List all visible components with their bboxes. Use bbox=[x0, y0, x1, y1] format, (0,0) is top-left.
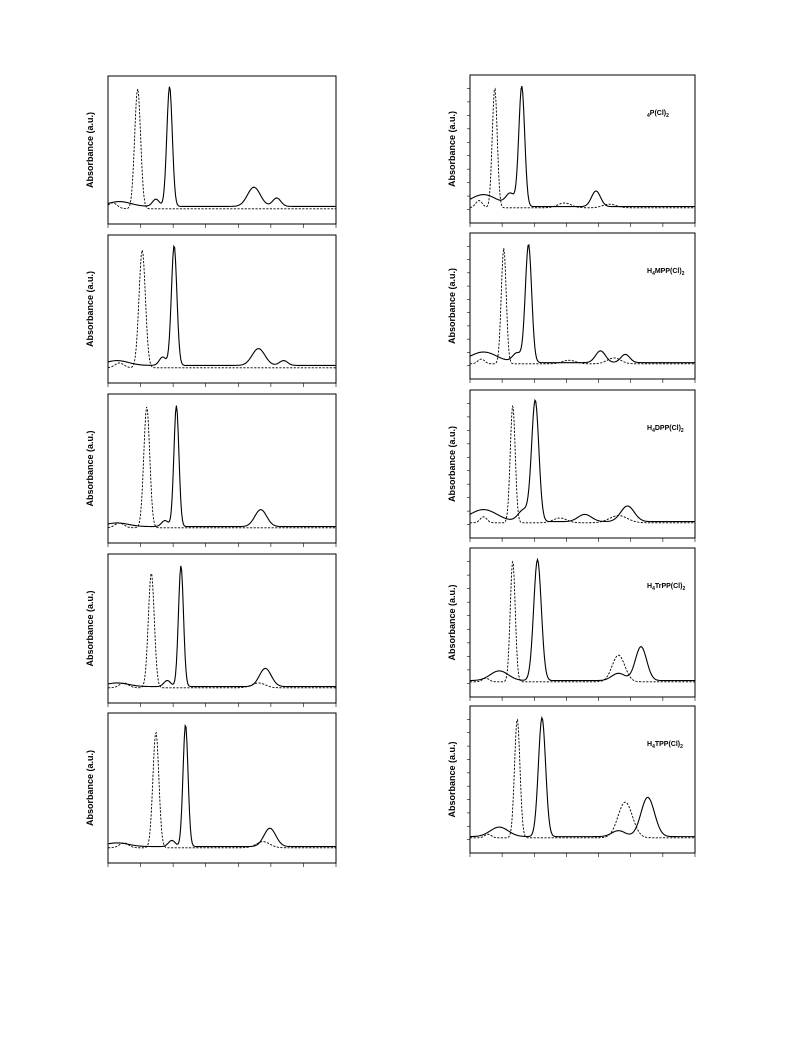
plot-frame bbox=[107, 553, 337, 704]
compound-label: 4P(Cl)2 bbox=[647, 110, 669, 119]
dashed-spectrum-line bbox=[469, 404, 695, 524]
dashed-spectrum-line bbox=[107, 731, 336, 849]
dashed-spectrum-line bbox=[107, 406, 336, 529]
solid-spectrum-line bbox=[107, 405, 336, 528]
solid-spectrum-line bbox=[469, 243, 695, 364]
solid-spectrum-line bbox=[469, 715, 695, 838]
y-axis-label: Absorbance (a.u.) bbox=[85, 590, 95, 666]
y-axis-label: Absorbance (a.u.) bbox=[85, 112, 95, 188]
dashed-spectrum-line bbox=[470, 718, 695, 839]
solid-spectrum-line bbox=[107, 723, 336, 848]
dashed-spectrum-line bbox=[107, 88, 336, 210]
plot-frame bbox=[469, 705, 696, 854]
y-axis-label: Absorbance (a.u.) bbox=[447, 584, 457, 660]
dashed-spectrum-line bbox=[107, 572, 336, 689]
y-axis-label: Absorbance (a.u.) bbox=[447, 268, 457, 344]
solid-spectrum-line bbox=[107, 565, 336, 688]
dashed-spectrum-line bbox=[470, 560, 695, 683]
panel-right-3: Absorbance (a.u.) H4TrPP(Cl)2 bbox=[447, 547, 696, 701]
solid-spectrum-line bbox=[469, 398, 695, 523]
plot-frame bbox=[469, 74, 696, 224]
solid-spectrum-line bbox=[469, 557, 695, 682]
plot-frame bbox=[107, 75, 337, 225]
y-axis-label: Absorbance (a.u.) bbox=[85, 271, 95, 347]
panel-right-1: Absorbance (a.u.) H4MPP(Cl)2 bbox=[447, 232, 696, 383]
panel-left-3: Absorbance (a.u.) bbox=[85, 553, 337, 707]
y-axis-label: Absorbance (a.u.) bbox=[85, 750, 95, 826]
plot-frame bbox=[107, 393, 337, 544]
solid-spectrum-line bbox=[107, 244, 336, 366]
compound-label: H4TrPP(Cl)2 bbox=[647, 583, 685, 592]
solid-spectrum-line bbox=[469, 85, 695, 208]
panel-left-0: Absorbance (a.u.) bbox=[85, 75, 337, 228]
plot-frame bbox=[469, 232, 696, 380]
compound-label: H4TPP(Cl)2 bbox=[647, 741, 683, 750]
compound-label: H4MPP(Cl)2 bbox=[647, 268, 685, 277]
panel-left-4: Absorbance (a.u.) bbox=[85, 712, 337, 867]
panel-right-4: Absorbance (a.u.) H4TPP(Cl)2 bbox=[447, 705, 696, 857]
compound-label: H4DPP(Cl)2 bbox=[647, 425, 684, 434]
dashed-spectrum-line bbox=[107, 250, 336, 369]
y-axis-label: Absorbance (a.u.) bbox=[447, 741, 457, 817]
plot-frame bbox=[469, 389, 696, 539]
dashed-spectrum-line bbox=[469, 87, 695, 209]
plot-frame bbox=[107, 712, 337, 864]
y-axis-label: Absorbance (a.u.) bbox=[447, 426, 457, 502]
dashed-spectrum-line bbox=[469, 248, 695, 365]
panel-left-1: Absorbance (a.u.) bbox=[85, 234, 337, 387]
plot-frame bbox=[107, 234, 337, 384]
panel-right-0: Absorbance (a.u.) 4P(Cl)2 bbox=[447, 74, 696, 227]
panel-right-2: Absorbance (a.u.) H4DPP(Cl)2 bbox=[447, 389, 696, 542]
y-axis-label: Absorbance (a.u.) bbox=[85, 430, 95, 506]
y-axis-label: Absorbance (a.u.) bbox=[447, 111, 457, 187]
plot-frame bbox=[469, 547, 696, 698]
panel-left-2: Absorbance (a.u.) bbox=[85, 393, 337, 547]
solid-spectrum-line bbox=[107, 86, 336, 207]
